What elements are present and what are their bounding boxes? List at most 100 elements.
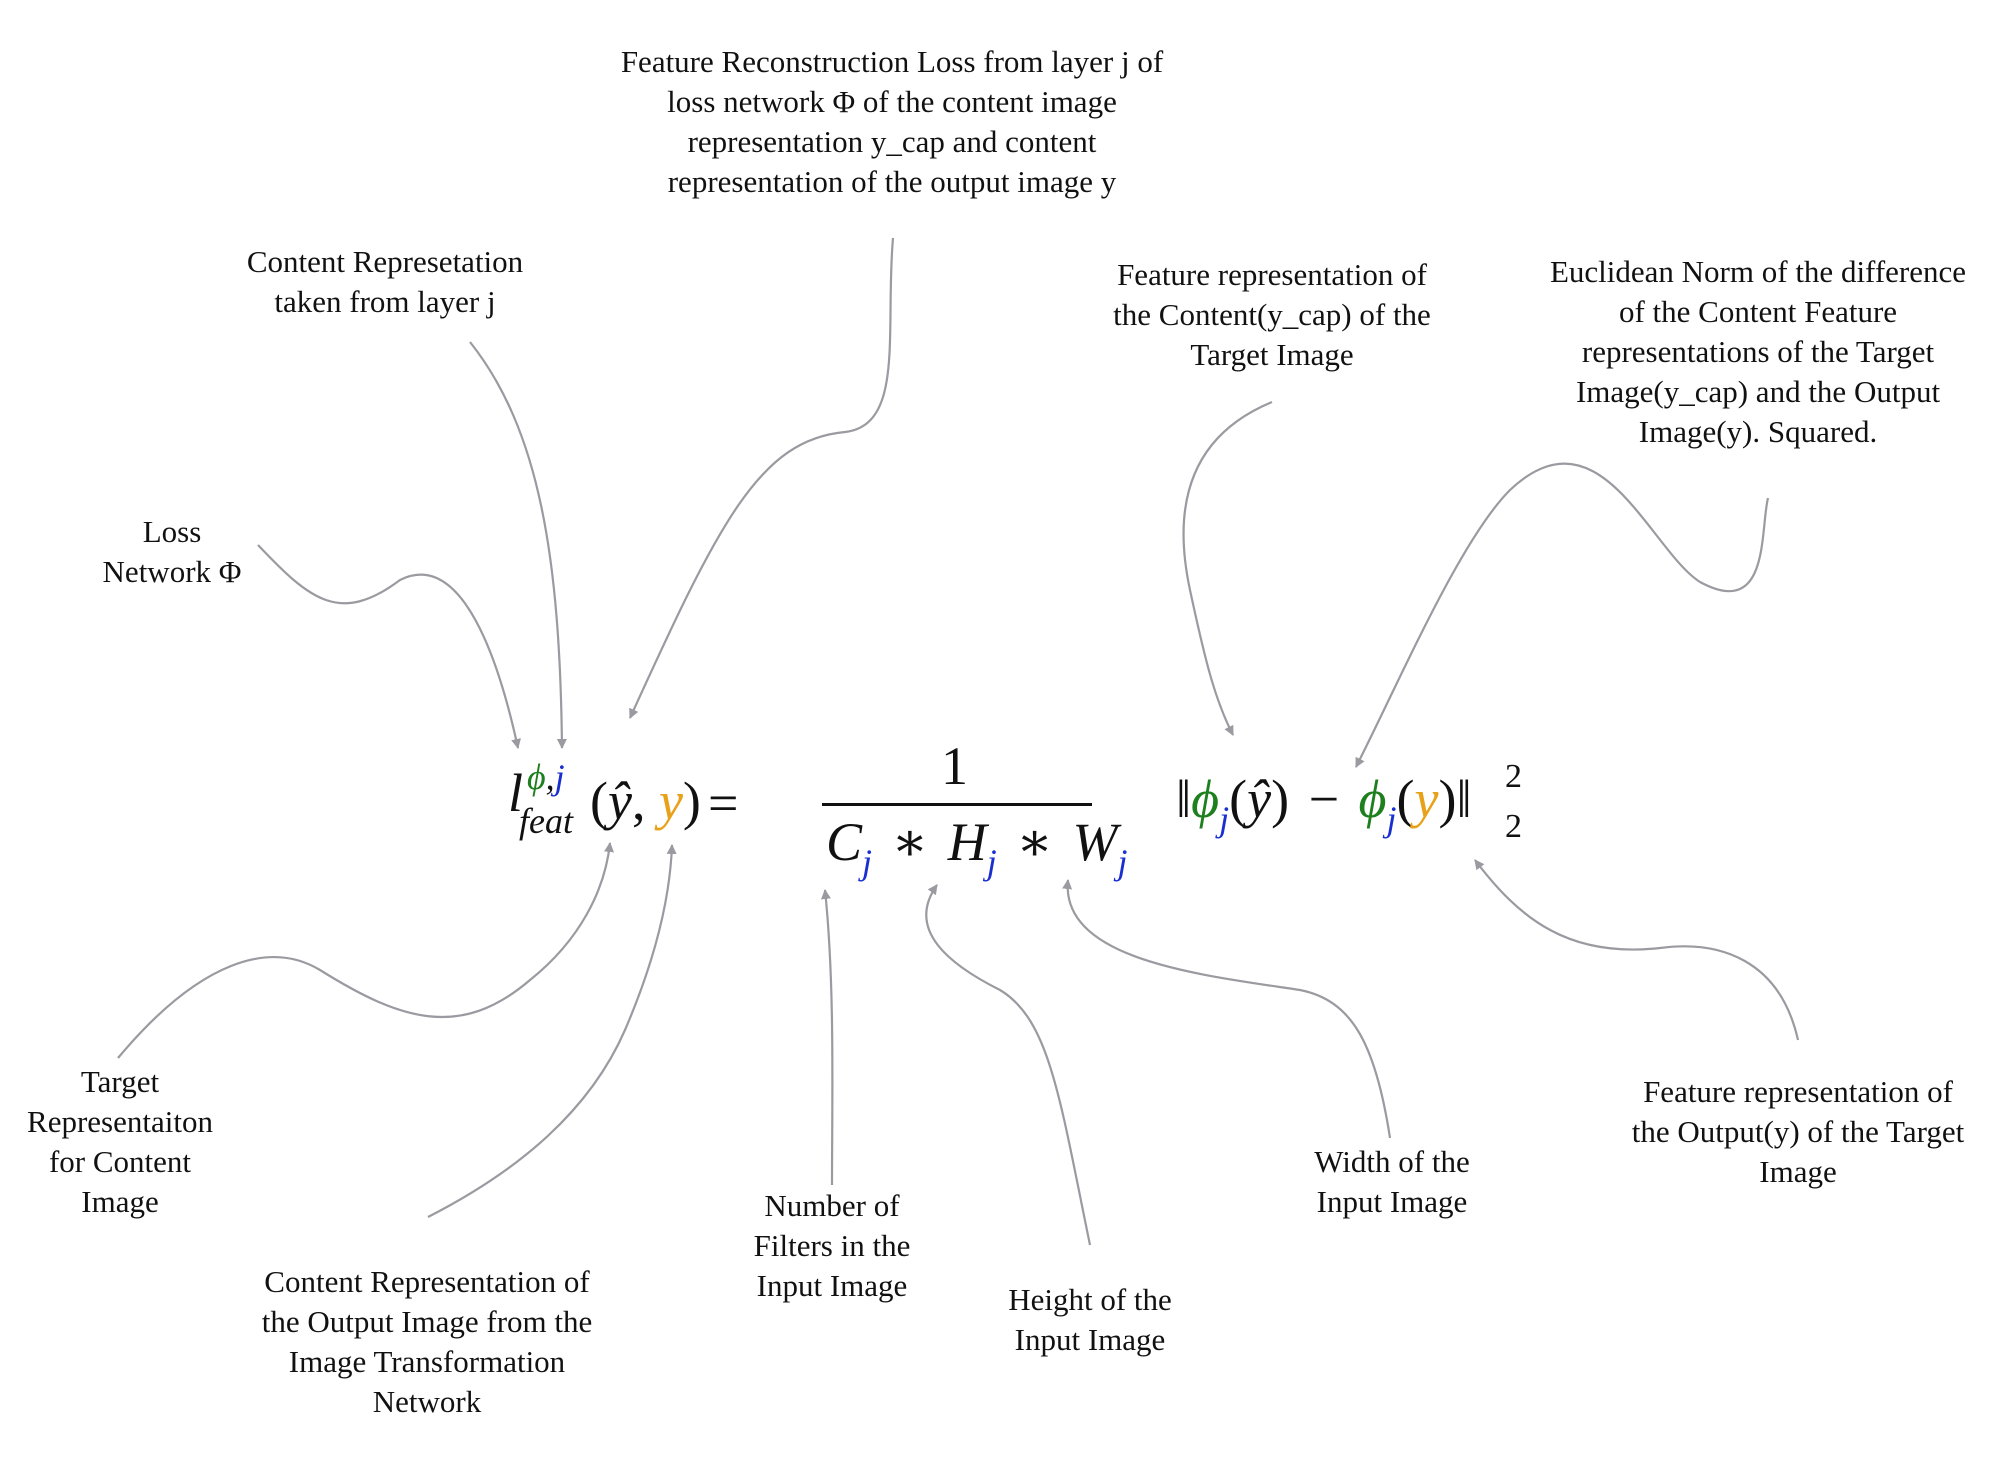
label-line: representation of the output image y [667, 164, 1117, 199]
label-line: for Content [48, 1144, 192, 1179]
subscript-j-H: j [986, 842, 997, 882]
open-paren: ( [590, 771, 608, 831]
label-line: representations of the Target [1581, 334, 1935, 369]
norm-power: 2 [1505, 758, 1522, 796]
label-line: Image(y_cap) and the Output [1575, 374, 1941, 409]
label-feature-repr-output: Feature representation of the Output(y) … [1600, 1072, 1996, 1192]
numerator-one: 1 [941, 736, 968, 796]
superscript-comma: , [545, 757, 555, 797]
phi-arg-y-hat: ŷ [1247, 769, 1272, 829]
phi-first-subscript-j: j [1219, 799, 1230, 839]
label-line: Loss [142, 514, 202, 549]
label-line: Target Image [1190, 337, 1354, 372]
close-paren: ) [682, 771, 701, 831]
label-line: Width of the [1314, 1144, 1470, 1179]
superscript-phi: ϕ [527, 757, 546, 797]
norm-close: ‖ [1456, 769, 1472, 829]
label-line: Image Transformation [288, 1344, 566, 1379]
label-line: Number of [764, 1188, 900, 1223]
label-line: Content Representation of [264, 1264, 590, 1299]
connector-feature-recon-loss [628, 237, 895, 719]
paren-open-1: ( [1229, 769, 1248, 829]
label-feature-repr-target: Feature representation of the Content(y_… [1082, 255, 1462, 375]
label-line: Content Represetation [246, 244, 524, 279]
norm-subscript-two: 2 [1505, 808, 1522, 845]
connector-content-repr-layer [469, 341, 567, 749]
label-feature-recon-loss: Feature Reconstruction Loss from layer j… [594, 42, 1190, 202]
label-line: Feature Reconstruction Loss from layer j… [620, 44, 1164, 79]
label-target-repr: Target Representaiton for Content Image [0, 1062, 240, 1222]
label-width: Width of the Input Image [1262, 1142, 1522, 1222]
label-num-filters: Number of Filters in the Input Image [722, 1186, 942, 1306]
denominator-H: H [947, 812, 987, 872]
phi-first: ϕ [1191, 769, 1220, 829]
label-line: of the Content Feature [1618, 294, 1898, 329]
label-line: Filters in the [753, 1228, 911, 1263]
connector-content-repr-output [427, 844, 677, 1218]
connector-num-filters [820, 889, 834, 1186]
connector-width [1062, 879, 1392, 1139]
label-line: Image(y). Squared. [1638, 414, 1878, 449]
label-content-repr-layer: Content Represetation taken from layer j [220, 242, 550, 322]
label-line: Input Image [1316, 1184, 1468, 1219]
connector-euclidean-norm [1355, 462, 1770, 768]
label-line: the Content(y_cap) of the [1113, 297, 1431, 332]
label-line: Feature representation of [1117, 257, 1427, 292]
connector-feature-repr-output [1474, 859, 1800, 1041]
label-line: Network [372, 1384, 482, 1419]
paren-close-2: ) [1438, 769, 1457, 829]
paren-open-2: ( [1396, 769, 1415, 829]
label-loss-network: Loss Network Φ [82, 512, 262, 592]
minus-sign: − [1308, 769, 1340, 829]
label-line: Image [1759, 1154, 1837, 1189]
equation-lhs: l [508, 762, 523, 824]
subscript-j-C: j [862, 842, 873, 882]
times-2: ∗ [1016, 812, 1053, 872]
label-line: Representaiton [27, 1104, 213, 1139]
norm-subscript: 2 [1505, 808, 1522, 846]
label-line: Input Image [1014, 1322, 1166, 1357]
equals: = [708, 773, 739, 833]
connector-loss-network [257, 544, 521, 749]
label-line: the Output(y) of the Target [1631, 1114, 1965, 1149]
label-height: Height of the Input Image [960, 1280, 1220, 1360]
connector-target-repr [117, 842, 615, 1059]
label-line: Target [80, 1064, 160, 1099]
loss-subscript: feat [519, 800, 573, 842]
loss-arguments: (ŷ, y) [590, 770, 701, 832]
fraction-denominator: Cj ∗ Hj ∗ Wj [826, 810, 1127, 882]
denominator-C: C [826, 812, 863, 872]
paren-close-1: ) [1271, 769, 1290, 829]
label-line: the Output Image from the [261, 1304, 593, 1339]
connector-height [925, 884, 1092, 1246]
norm-open: ‖ [1176, 769, 1192, 829]
label-line: Height of the [1008, 1282, 1172, 1317]
label-line: representation y_cap and content [687, 124, 1097, 159]
label-line: taken from layer j [274, 284, 496, 319]
fraction-bar [822, 803, 1092, 806]
arg-y-hat: ŷ [607, 771, 632, 831]
loss-symbol-l: l [508, 763, 524, 823]
label-line: loss network Φ of the content image [667, 84, 1117, 119]
label-line: Image [81, 1184, 159, 1219]
label-line: Network Φ [102, 554, 242, 589]
phi-second: ϕ [1358, 769, 1387, 829]
label-line: Euclidean Norm of the difference [1549, 254, 1967, 289]
arg-y: y [658, 771, 683, 831]
equals-sign: = [708, 772, 738, 834]
phi-arg-y: y [1414, 769, 1439, 829]
label-euclidean-norm: Euclidean Norm of the difference of the … [1522, 252, 1994, 452]
power-two: 2 [1505, 758, 1522, 795]
fraction-numerator: 1 [941, 735, 968, 797]
loss-superscript: ϕ,j [527, 756, 565, 798]
superscript-j: j [554, 757, 565, 797]
label-line: Feature representation of [1643, 1074, 1953, 1109]
subscript-feat: feat [519, 801, 573, 841]
norm-term: ‖ϕj(ŷ) − ϕj(y)‖ [1176, 768, 1472, 839]
denominator-W: W [1072, 812, 1118, 872]
connector-feature-repr-target [1182, 400, 1273, 736]
subscript-j-W: j [1117, 842, 1128, 882]
label-line: Input Image [756, 1268, 908, 1303]
